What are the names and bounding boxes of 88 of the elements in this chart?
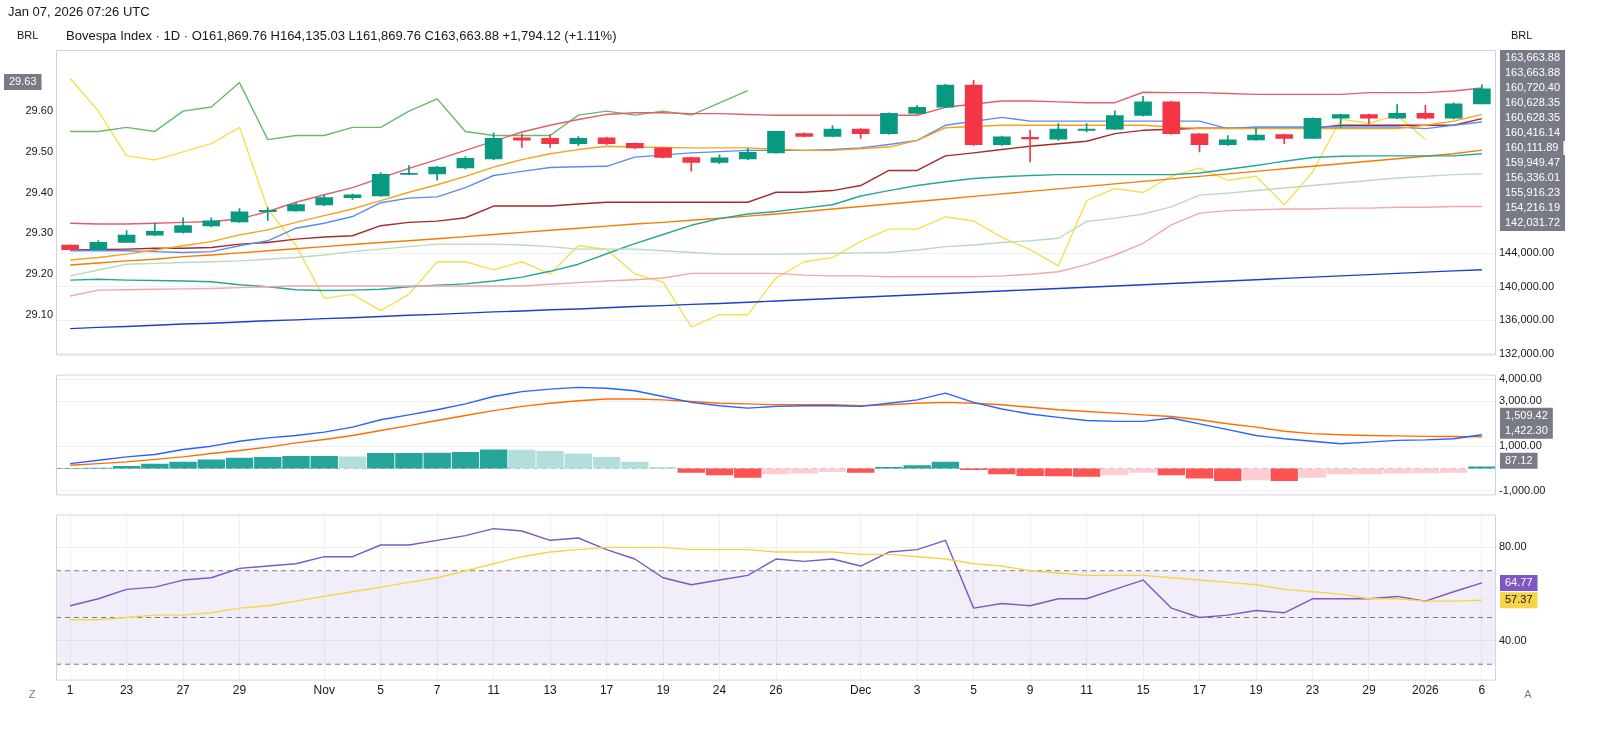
x-tick-label: 23 <box>119 683 134 698</box>
x-tick-label: 17 <box>599 683 614 698</box>
text: BRL <box>1511 29 1533 42</box>
y-tick-label: 40.00 <box>1499 633 1527 646</box>
annotation: 64.77 <box>1505 575 1533 588</box>
x-tick-label: 11 <box>487 683 501 698</box>
y-tick-label: 1,000.00 <box>1499 439 1542 452</box>
candlestick <box>1388 104 1407 119</box>
x-tick-label: Dec <box>850 683 872 698</box>
candlestick <box>287 202 305 212</box>
candlestick <box>1275 133 1294 145</box>
x-tick-label: 27 <box>176 683 191 698</box>
x-tick-label: 5 <box>377 683 385 698</box>
x-tick-label: 29 <box>1362 683 1376 698</box>
x-tick-label: 11 <box>1080 683 1094 698</box>
candlestick <box>1134 95 1152 117</box>
candlestick <box>908 105 927 115</box>
x-tick-label: 1 <box>66 683 74 698</box>
candlestick <box>400 165 418 175</box>
annotation: 57.37 <box>1505 593 1533 606</box>
chart-subtitle: Bovespa Index · 1D · O161,869.76 H164,135.03 L161,869.76 C163,663.88 +1,794.12 (+1.11%) <box>66 27 617 43</box>
y2-tick-label: 29.50 <box>25 144 53 157</box>
text: 163,663.88 <box>1505 51 1561 64</box>
candlestick <box>682 156 701 172</box>
text: Jan 07, 2026 07:26 UTC <box>8 3 150 19</box>
candlestick <box>1473 84 1491 105</box>
y-tick-label: 132,000.00 <box>1499 346 1555 359</box>
y-tick-label: 140,000.00 <box>1499 279 1555 292</box>
y2-tick-label: 29.30 <box>25 226 53 239</box>
candlestick <box>1331 113 1350 128</box>
x-tick-label: 15 <box>1136 683 1151 698</box>
y2-tick-label: 29.40 <box>25 185 53 198</box>
text: 1,422.30 <box>1505 423 1548 436</box>
y-tick-label: 3,000.00 <box>1499 394 1542 407</box>
y-tick-label: -1,000.00 <box>1499 483 1546 496</box>
x-tick-label: 17 <box>1192 683 1207 698</box>
candlestick <box>738 148 757 160</box>
x-tick-label: 9 <box>1026 683 1034 698</box>
y2-tick-label: 29.60 <box>25 104 53 117</box>
x-tick-label: 23 <box>1305 683 1320 698</box>
x-tick-label: 3 <box>913 683 921 698</box>
x-tick-label: Nov <box>313 683 335 698</box>
x-tick-label: 29 <box>232 683 247 698</box>
candlestick <box>174 217 192 234</box>
text: 142,031.72 <box>1505 216 1561 229</box>
y2-tick-label: 29.20 <box>25 266 53 279</box>
y-tick-label: 4,000.00 <box>1499 372 1542 385</box>
text: 159,949.47 <box>1505 156 1561 169</box>
candlestick <box>1162 100 1181 135</box>
candlestick <box>1105 110 1124 130</box>
y2-tick-label: 29.10 <box>25 307 53 320</box>
candlestick <box>880 112 898 135</box>
text: A <box>1524 687 1533 700</box>
x-tick-label: 26 <box>769 683 783 698</box>
candlestick <box>315 195 334 206</box>
candlestick <box>795 132 814 138</box>
text: 160,111.89 <box>1505 141 1559 154</box>
text: 154,216.19 <box>1505 201 1561 214</box>
x-tick-label: 19 <box>1249 683 1263 698</box>
bar <box>1270 468 1298 482</box>
x-tick-label: 24 <box>712 683 727 698</box>
bar <box>1242 468 1270 481</box>
bar <box>847 468 875 473</box>
text: 1,509.42 <box>1505 408 1548 421</box>
text: 163,663.88 <box>1505 66 1561 79</box>
candlestick <box>1360 113 1378 125</box>
candlestick <box>767 130 785 154</box>
text: 160,720.40 <box>1505 81 1561 94</box>
text: 156,336.01 <box>1505 171 1561 184</box>
bar <box>338 456 367 469</box>
text: 160,628.35 <box>1505 96 1561 109</box>
x-tick-label: 6 <box>1478 683 1486 698</box>
x-tick-label: 19 <box>656 683 671 698</box>
x-tick-label: 7 <box>433 683 441 698</box>
text: 155,916.23 <box>1505 186 1561 199</box>
text: BRL <box>17 29 39 42</box>
x-tick-label: 5 <box>970 683 978 698</box>
y-tick-label: 144,000.00 <box>1499 246 1555 259</box>
candlestick <box>371 172 390 197</box>
text: 29.63 <box>9 75 37 88</box>
text: Z <box>28 687 36 700</box>
y-tick-label: 80.00 <box>1499 540 1527 553</box>
text: 87.12 <box>1505 453 1533 466</box>
x-tick-label: 2026 <box>1412 683 1440 698</box>
text: 160,416.14 <box>1505 126 1561 139</box>
x-tick-label: 13 <box>543 683 558 698</box>
y-tick-label: 136,000.00 <box>1499 313 1555 326</box>
text: 160,628.35 <box>1505 111 1561 124</box>
